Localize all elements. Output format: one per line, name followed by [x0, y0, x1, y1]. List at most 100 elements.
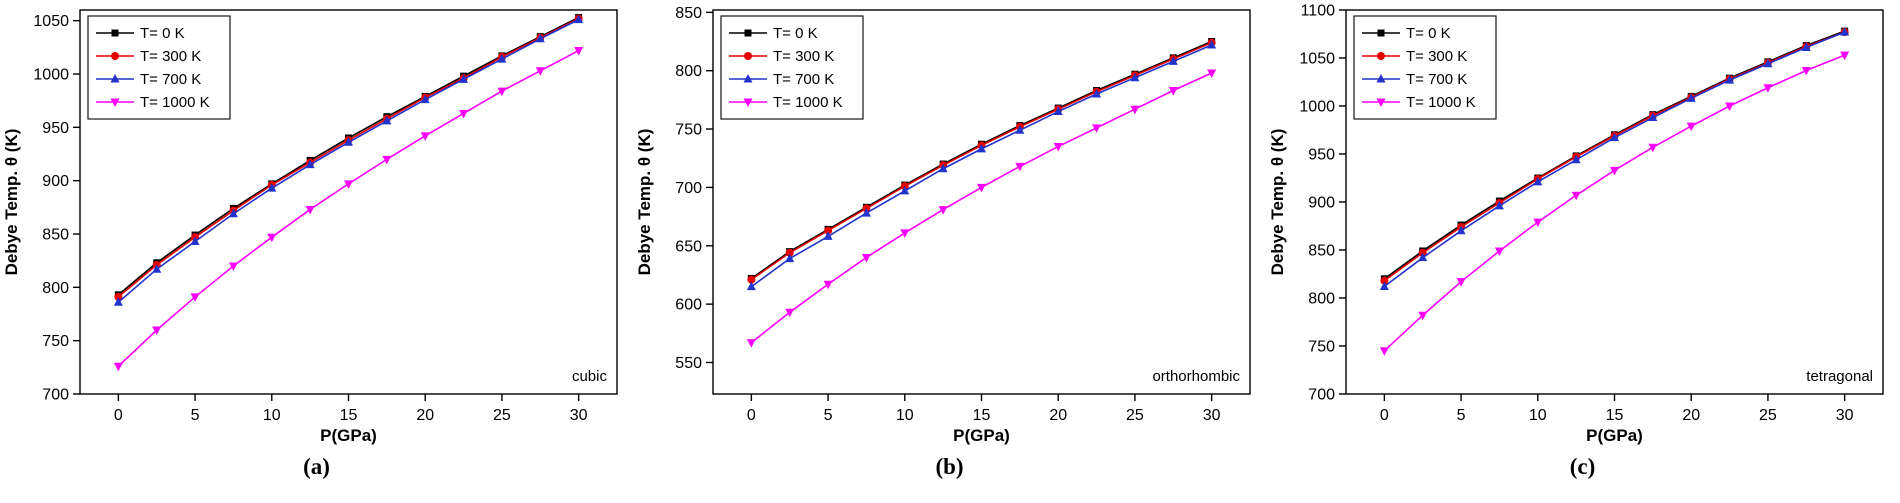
marker-triangle-down [785, 308, 795, 318]
x-tick-label: 10 [263, 407, 281, 424]
marker-triangle-down [382, 155, 392, 165]
marker-triangle-up [1840, 27, 1850, 36]
marker-triangle-down [746, 339, 756, 348]
legend-label: T= 0 K [1406, 25, 1451, 42]
marker-triangle-down [1376, 98, 1386, 107]
y-axis-title: Debye Temp. θ (K) [1268, 129, 1287, 276]
marker-triangle-up [1763, 58, 1773, 68]
marker-triangle-up [823, 231, 833, 240]
marker-triangle-up [459, 74, 469, 83]
marker-circle [747, 275, 756, 284]
marker-triangle-up [152, 264, 162, 273]
y-tick-label: 550 [675, 355, 702, 372]
legend-label: T= 1000 K [1406, 94, 1476, 111]
marker-triangle-up [228, 208, 238, 218]
marker-triangle-down [574, 47, 584, 56]
marker-triangle-down [1533, 218, 1543, 228]
marker-triangle-up [1168, 56, 1178, 65]
marker-triangle-down [152, 326, 162, 335]
legend-label: T= 300 K [140, 48, 201, 65]
y-tick-label: 950 [42, 120, 69, 137]
marker-triangle-down [1168, 87, 1178, 96]
marker-triangle-up [746, 281, 756, 291]
series-triangle-up [1379, 27, 1850, 290]
marker-triangle-up [190, 236, 200, 245]
marker-triangle-down [1763, 84, 1773, 93]
y-tick-label: 1100 [1301, 3, 1336, 20]
legend: T= 0 K T= 300 K T= 700 K T= 1000 K [1353, 15, 1497, 120]
marker-triangle-down [1130, 105, 1140, 115]
marker-triangle-up [900, 185, 910, 195]
marker-triangle-down [1207, 69, 1217, 79]
x-tick-label: 10 [896, 407, 914, 424]
y-tick-label: 1050 [33, 13, 69, 30]
marker-triangle-down [113, 362, 123, 372]
phase-annotation: cubic [572, 368, 608, 385]
y-tick-label: 750 [42, 333, 69, 350]
y-axis: 700 750 800 850 900 950 1000 1050 [33, 13, 80, 404]
y-axis: 550 600 650 700 750 800 850 [675, 5, 713, 372]
marker-triangle-up [1053, 106, 1063, 116]
chart-panel-c: 700 750 800 850 900 950 1000 1050 1100 0 5 10 15 20 25… [1266, 0, 1899, 480]
x-tick-label: 5 [191, 407, 200, 424]
marker-square [1377, 29, 1385, 37]
panel-label-a: (a) [303, 454, 330, 479]
x-tick-label: 30 [1203, 407, 1221, 424]
x-axis: 0 5 10 15 20 25 30 [114, 394, 588, 424]
legend-label: T= 1000 K [773, 94, 843, 111]
x-tick-label: 0 [1380, 407, 1389, 424]
series-triangle-down [746, 69, 1217, 348]
marker-triangle-up [1801, 42, 1811, 51]
legend-label: T= 0 K [140, 25, 185, 42]
marker-triangle-down [190, 293, 200, 302]
x-axis-title: P(GPa) [1586, 426, 1643, 445]
marker-triangle-down [1494, 247, 1504, 256]
series-triangle-down [113, 47, 584, 372]
marker-triangle-up [1686, 93, 1696, 102]
marker-triangle-down [1379, 347, 1389, 356]
x-tick-label: 30 [570, 407, 588, 424]
marker-triangle-up [574, 14, 584, 24]
chart-panel-a: 700 750 800 850 900 950 1000 1050 0 5 10 15 20 25 30 P(… [0, 0, 633, 480]
marker-triangle-down [1053, 143, 1063, 152]
series-triangle-down [1379, 51, 1850, 356]
marker-triangle-up [1207, 40, 1217, 49]
marker-triangle-down [1015, 162, 1025, 172]
marker-triangle-up [113, 297, 123, 306]
y-tick-label: 1000 [1299, 99, 1335, 116]
x-tick-label: 15 [340, 407, 358, 424]
y-tick-label: 750 [1308, 339, 1335, 356]
marker-triangle-up [1494, 200, 1504, 210]
marker-triangle-down [743, 98, 753, 107]
marker-triangle-up [1725, 75, 1735, 84]
x-axis: 0 5 10 15 20 25 30 [1380, 394, 1854, 424]
marker-triangle-up [1092, 89, 1102, 98]
legend: T= 0 K T= 300 K T= 700 K T= 1000 K [87, 15, 231, 120]
legend-label: T= 700 K [1406, 71, 1467, 88]
phase-annotation: tetragonal [1806, 368, 1873, 385]
y-tick-label: 700 [42, 387, 69, 404]
y-tick-label: 800 [675, 63, 702, 80]
x-tick-label: 0 [747, 407, 756, 424]
marker-triangle-down [1725, 102, 1735, 111]
legend-label: T= 700 K [140, 71, 201, 88]
marker-triangle-down [1456, 278, 1466, 287]
marker-triangle-down [938, 206, 948, 215]
marker-triangle-up [977, 143, 986, 153]
x-tick-label: 30 [1836, 407, 1854, 424]
y-tick-label: 950 [1308, 147, 1335, 164]
x-axis-title: P(GPa) [953, 426, 1010, 445]
marker-triangle-up [861, 208, 871, 217]
marker-triangle-up [497, 54, 507, 63]
y-tick-label: 850 [42, 227, 69, 244]
marker-triangle-up [305, 159, 315, 169]
y-tick-label: 750 [675, 122, 702, 139]
x-tick-label: 15 [973, 407, 991, 424]
legend-label: T= 0 K [773, 25, 818, 42]
marker-triangle-up [267, 183, 277, 192]
y-tick-label: 650 [675, 238, 702, 255]
marker-triangle-up [535, 33, 545, 43]
marker-triangle-down [228, 262, 238, 271]
marker-triangle-down [344, 180, 353, 189]
marker-triangle-up [1610, 132, 1619, 142]
